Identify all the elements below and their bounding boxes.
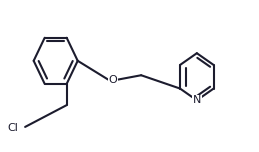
Text: Cl: Cl xyxy=(8,123,19,133)
Text: O: O xyxy=(108,75,117,85)
Text: N: N xyxy=(193,95,201,105)
